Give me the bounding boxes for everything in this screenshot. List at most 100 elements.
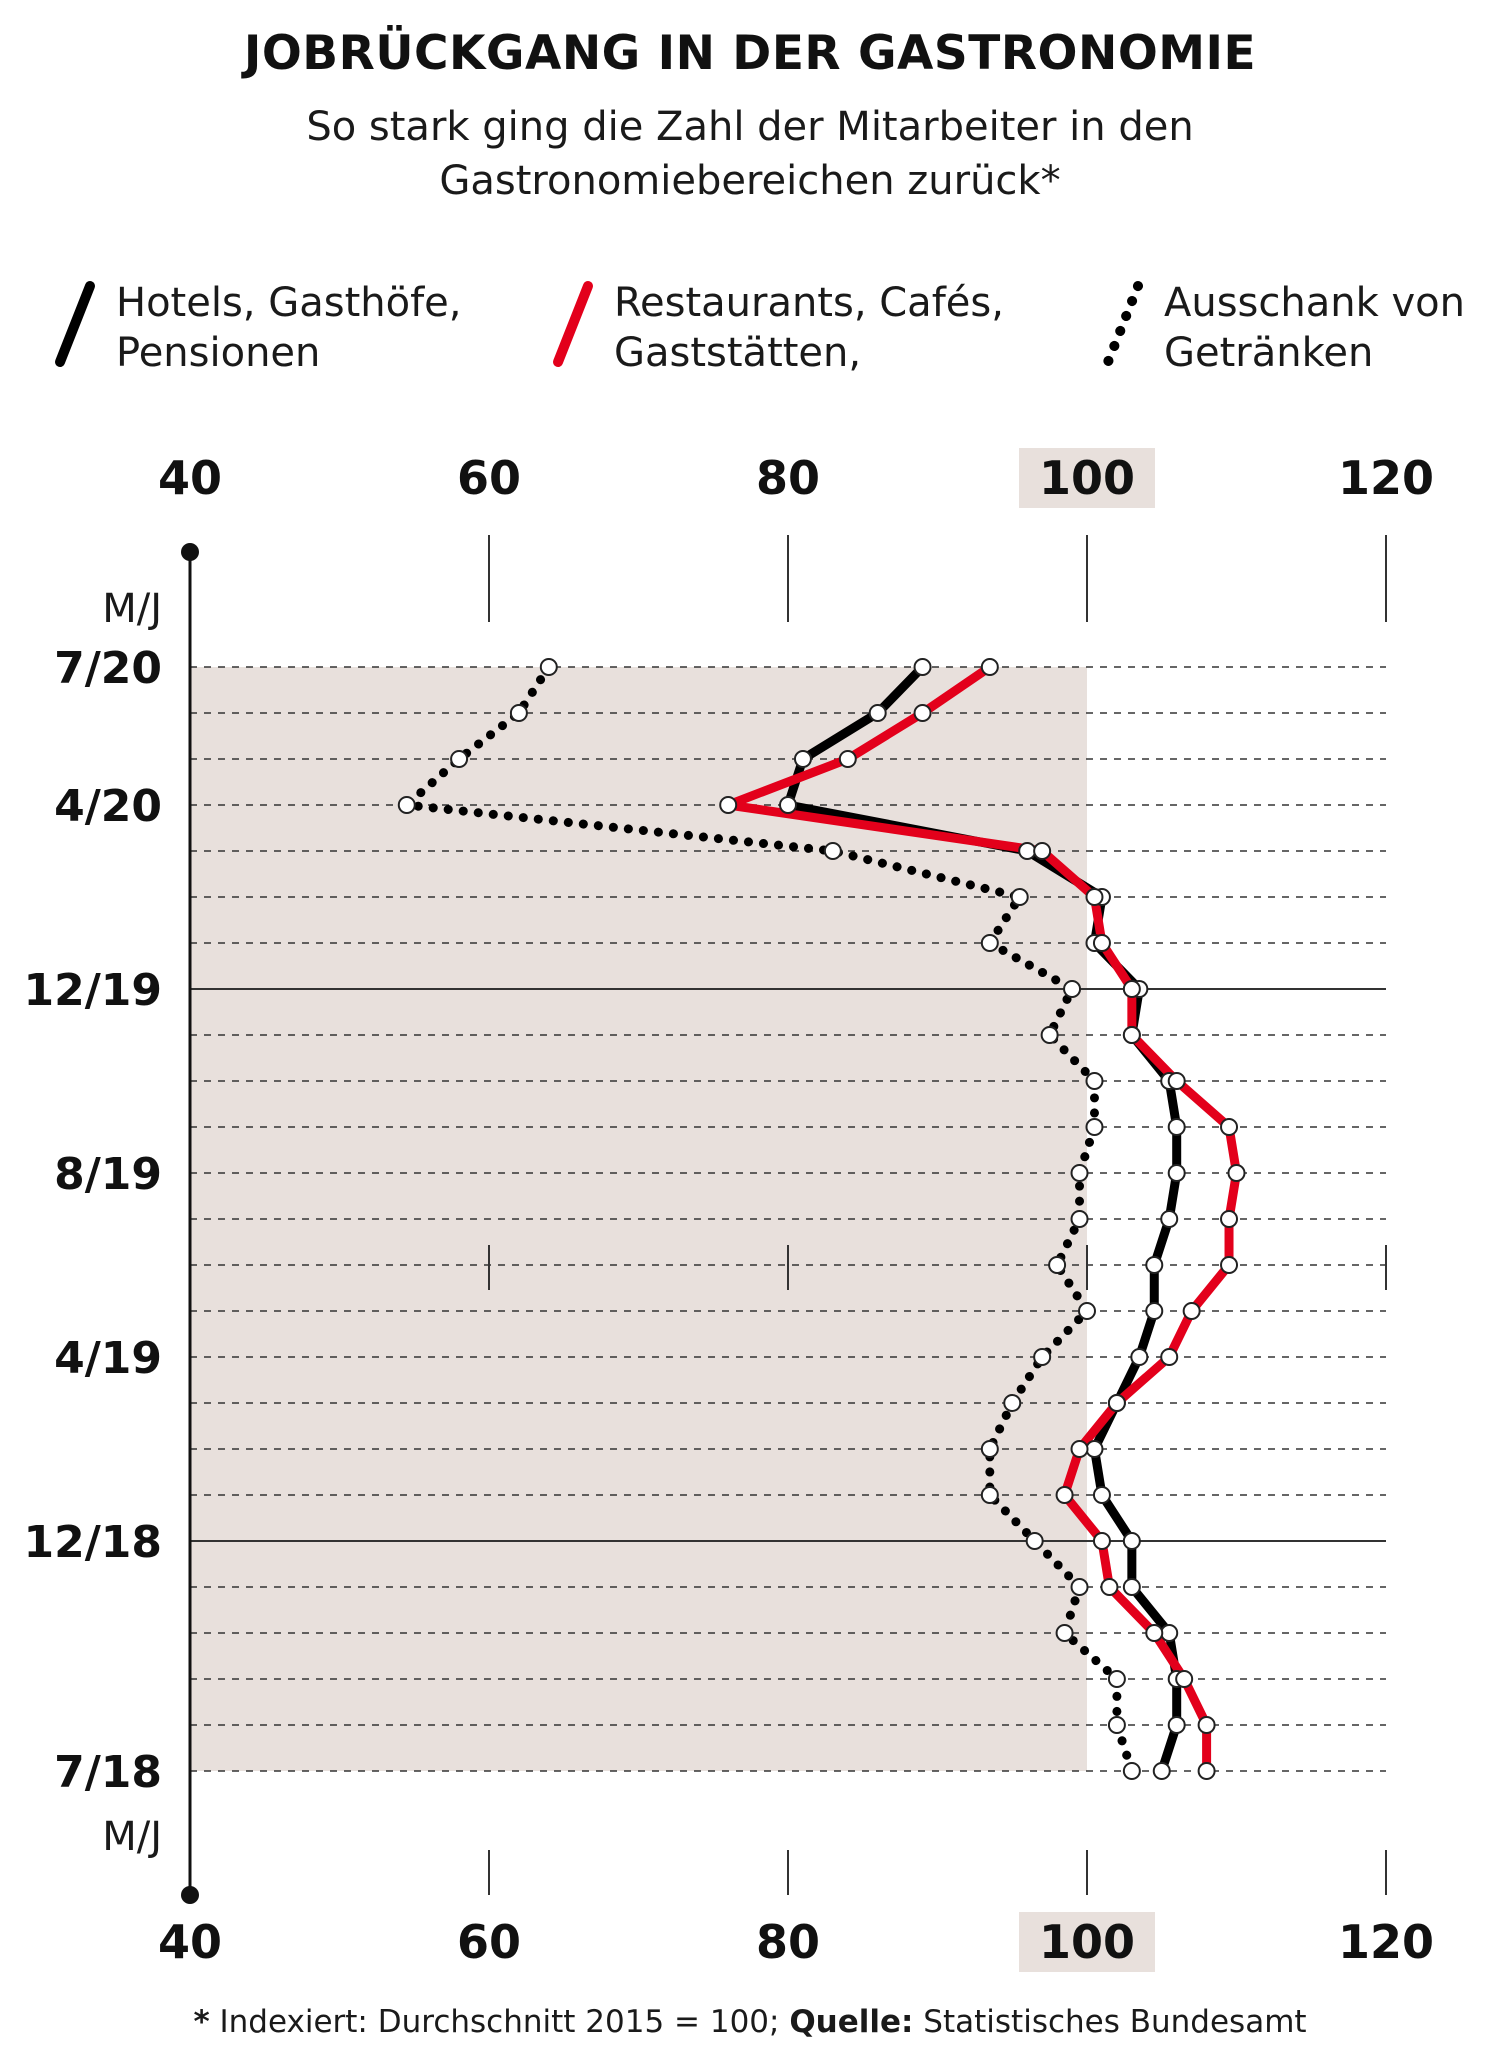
footnote-text-1: Indexiert: Durchschnitt 2015 = 100; <box>209 2004 790 2040</box>
y-tick-label-12-19: 12/19 <box>23 965 162 1016</box>
data-point-s2-12-19 <box>1063 980 1082 998</box>
data-point-s1-7-19 <box>1220 1210 1239 1228</box>
data-point-s1-4-19 <box>1160 1348 1179 1366</box>
legend-label-restaurants-2: Gaststätten, <box>614 330 862 376</box>
legend-label-ausschank-1: Ausschank von <box>1164 280 1465 326</box>
x-tick-label-bottom-40: 40 <box>158 1915 222 1969</box>
data-point-s2-11-19 <box>1040 1026 1059 1044</box>
data-point-s1-6-20 <box>913 704 932 722</box>
legend-item-restaurants: Restaurants, Cafés, Gaststätten, <box>550 278 1024 378</box>
data-point-s0-1-19 <box>1092 1486 1111 1504</box>
data-point-s0-2-19 <box>1085 1440 1104 1458</box>
data-point-s2-7-19 <box>1070 1210 1089 1228</box>
data-point-s2-8-18 <box>1107 1716 1126 1734</box>
data-point-s1-11-19 <box>1122 1026 1141 1044</box>
y-tick-label-7-18: 7/18 <box>54 1747 162 1798</box>
y-tick-label-4-19: 4/19 <box>54 1333 162 1384</box>
chart-title: JOBRÜCKGANG IN DER GASTRONOMIE <box>243 26 1257 81</box>
data-point-s0-11-18 <box>1122 1578 1141 1596</box>
data-point-s2-10-19 <box>1085 1072 1104 1090</box>
data-point-s0-7-19 <box>1160 1210 1179 1228</box>
data-point-s2-6-20 <box>509 704 528 722</box>
data-point-s0-6-20 <box>868 704 887 722</box>
data-point-s1-2-20 <box>1085 888 1104 906</box>
x-tick-label-bottom-100: 100 <box>1039 1915 1135 1969</box>
data-point-s2-5-19 <box>1078 1302 1096 1320</box>
data-point-s1-8-19 <box>1227 1164 1246 1182</box>
data-point-s1-1-19 <box>1055 1486 1074 1504</box>
y-axis-unit-top: M/J <box>102 586 162 632</box>
data-point-s2-9-18 <box>1107 1670 1126 1688</box>
data-point-s2-1-19 <box>980 1486 999 1504</box>
data-point-s0-9-19 <box>1167 1118 1186 1136</box>
data-point-s2-7-18 <box>1122 1762 1141 1780</box>
data-point-s0-10-18 <box>1160 1624 1179 1642</box>
footnote: * Indexiert: Durchschnitt 2015 = 100; Qu… <box>0 2004 1500 2040</box>
data-point-s0-4-20 <box>779 796 797 814</box>
data-point-s1-6-19 <box>1220 1256 1239 1274</box>
data-point-s1-11-18 <box>1100 1578 1119 1596</box>
legend-label-restaurants-1: Restaurants, Cafés, <box>614 280 1004 326</box>
y-tick-label-12-18: 12/18 <box>23 1517 162 1568</box>
data-point-s0-3-20 <box>1018 842 1037 860</box>
y-axis-unit-bottom: M/J <box>102 1814 162 1860</box>
x-tick-label-bottom-60: 60 <box>457 1915 521 1969</box>
data-point-s1-3-20 <box>1033 842 1052 860</box>
y-tick-label-7-20: 7/20 <box>54 643 162 694</box>
data-point-s1-1-20 <box>1092 934 1111 952</box>
legend-item-ausschank: Ausschank von Getränken <box>1100 278 1500 378</box>
data-point-s1-8-18 <box>1197 1716 1216 1734</box>
data-point-s2-5-20 <box>450 750 469 768</box>
data-point-s0-6-19 <box>1145 1256 1164 1274</box>
data-point-s0-8-18 <box>1167 1716 1186 1734</box>
data-point-s0-7-18 <box>1152 1762 1171 1780</box>
data-point-s1-9-18 <box>1175 1670 1194 1688</box>
axis-end-bottom <box>181 1886 199 1904</box>
data-point-s1-12-18 <box>1092 1532 1111 1550</box>
data-point-s1-12-19 <box>1122 980 1141 998</box>
chart-subtitle: So stark ging die Zahl der Mitarbeiter i… <box>250 100 1250 208</box>
legend-item-hotels: Hotels, Gasthöfe, Pensionen <box>52 278 526 378</box>
data-point-s0-7-20 <box>913 658 932 676</box>
x-tick-label-bottom-120: 120 <box>1338 1915 1434 1969</box>
data-point-s1-10-18 <box>1145 1624 1164 1642</box>
data-point-s0-8-19 <box>1167 1164 1186 1182</box>
data-point-s2-9-19 <box>1085 1118 1104 1136</box>
data-point-s0-4-19 <box>1130 1348 1149 1366</box>
x-tick-label-bottom-80: 80 <box>756 1915 820 1969</box>
footnote-star: * <box>193 2004 210 2040</box>
data-point-s0-12-18 <box>1122 1532 1141 1550</box>
legend-label-hotels-2: Pensionen <box>116 330 321 376</box>
data-point-s2-7-20 <box>539 658 558 676</box>
data-point-s2-3-19 <box>1003 1394 1022 1412</box>
y-tick-label-8-19: 8/19 <box>54 1149 162 1200</box>
axis-end-top <box>181 543 199 561</box>
data-point-s1-4-20 <box>719 796 738 814</box>
x-tick-label-top-80: 80 <box>756 451 820 505</box>
data-point-s2-8-19 <box>1070 1164 1089 1182</box>
data-point-s1-5-20 <box>838 750 857 768</box>
legend-swatch-ausschank <box>1103 281 1143 367</box>
data-point-s0-5-20 <box>793 750 812 768</box>
data-point-s1-7-20 <box>980 658 999 676</box>
data-point-s2-2-19 <box>980 1440 999 1458</box>
data-point-s2-4-19 <box>1033 1348 1052 1366</box>
legend-swatch-hotels <box>55 281 95 367</box>
data-point-s1-2-19 <box>1070 1440 1089 1458</box>
x-tick-label-top-60: 60 <box>457 451 521 505</box>
footnote-text-2: Statistisches Bundesamt <box>913 2004 1307 2040</box>
data-point-s2-11-18 <box>1070 1578 1089 1596</box>
tick-highlight-top <box>1019 448 1155 508</box>
y-tick-label-4-20: 4/20 <box>54 781 162 832</box>
data-point-s1-9-19 <box>1220 1118 1239 1136</box>
data-point-s2-1-20 <box>980 934 999 952</box>
data-point-s2-6-19 <box>1048 1256 1067 1274</box>
data-point-s2-10-18 <box>1055 1624 1074 1642</box>
data-point-s1-5-19 <box>1182 1302 1201 1320</box>
subtitle-line-1: So stark ging die Zahl der Mitarbeiter i… <box>306 104 1194 150</box>
x-tick-label-top-100: 100 <box>1039 451 1135 505</box>
x-tick-label-top-40: 40 <box>158 451 222 505</box>
legend-swatch-restaurants <box>553 281 593 367</box>
data-point-s2-4-20 <box>397 796 416 814</box>
